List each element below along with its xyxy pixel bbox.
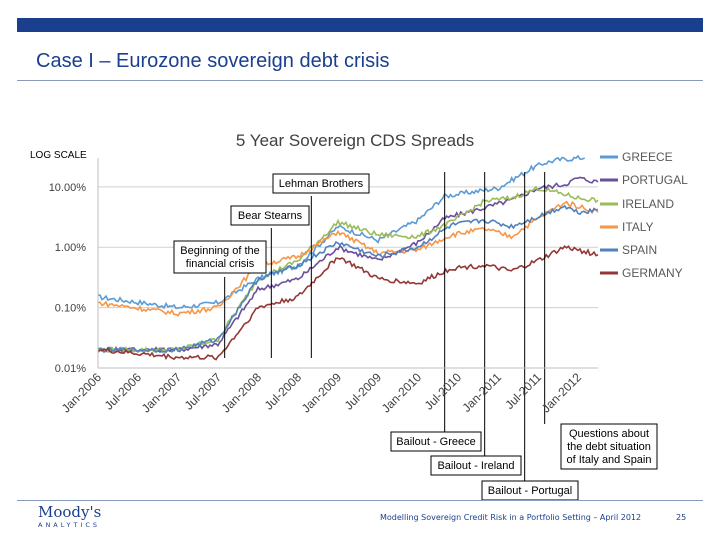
y-tick-label: 10.00% [49, 182, 87, 194]
annotation-label-4: Bailout - Ireland [437, 460, 514, 472]
legend-layer: GREECE PORTUGAL IRELAND ITALY SPAIN GERMANY [600, 150, 688, 280]
scale-note: LOG SCALE [30, 150, 87, 161]
logo-sub: ANALYTICS [38, 521, 101, 529]
y-tick-label: 1.00% [55, 242, 86, 254]
series-line-ireland [97, 185, 599, 354]
annotation-label-0: Lehman Brothers [279, 178, 364, 190]
x-tick-label: Jan-2007 [139, 370, 185, 416]
legend-label-spain: SPAIN [622, 243, 657, 257]
title-rule [17, 80, 703, 81]
x-tick-label: Jul-2006 [102, 370, 145, 413]
series-layer [97, 154, 599, 361]
x-tick-label: Jul-2009 [342, 370, 385, 413]
page-number: 25 [676, 513, 687, 522]
cds-chart: Lehman Brothers Bear Stearns Beginning of … [30, 131, 688, 500]
series-line-spain [97, 204, 599, 354]
x-tick-label: Jan-2008 [219, 370, 265, 416]
annotation-label-3: Bailout - Greece [396, 436, 475, 448]
y-tick-label: 0.01% [55, 363, 86, 375]
legend-label-italy: ITALY [622, 220, 654, 234]
x-tick-label: Jan-2011 [459, 370, 504, 415]
slide-title: Case I – Eurozone sovereign debt crisis [36, 50, 390, 72]
x-tick-label: Jul-2008 [262, 370, 305, 413]
series-line-italy [97, 200, 599, 317]
series-line-portugal [97, 176, 599, 354]
annotation-layer: Lehman Brothers Bear Stearns Beginning of … [173, 172, 658, 500]
series-line-greece [97, 154, 586, 310]
annotation-box-4 [430, 455, 522, 476]
annotation-label-5: Bailout - Portugal [488, 485, 572, 497]
grid-layer [98, 186, 598, 369]
annotation-box-1 [230, 205, 310, 226]
bottom-rule [17, 500, 703, 501]
top-bar [17, 18, 703, 32]
annotation-label-2: Beginning of the financial crisis [180, 245, 260, 270]
footer-text: Modelling Sovereign Credit Risk in a Por… [380, 513, 642, 522]
x-tick-label: Jan-2009 [299, 370, 345, 416]
y-tick-label: 0.10% [55, 303, 86, 315]
x-tick-label: Jan-2012 [539, 370, 585, 416]
logo-main: Moody's [38, 503, 102, 521]
legend-label-portugal: PORTUGAL [622, 173, 688, 187]
x-tick-label: Jan-2006 [59, 370, 105, 416]
legend-label-greece: GREECE [622, 150, 673, 164]
annotation-box-2 [173, 240, 267, 274]
x-tick-label: Jan-2010 [379, 370, 425, 416]
annotation-box-3 [390, 431, 482, 452]
annotation-box-6 [560, 423, 658, 470]
x-tick-label: Jul-2010 [422, 370, 465, 413]
chart-title: 5 Year Sovereign CDS Spreads [236, 131, 474, 150]
annotation-box-0 [272, 173, 370, 194]
annotation-label-6: Questions about the debt situation of Ital… [566, 428, 651, 466]
x-tick-label: Jul-2007 [182, 370, 225, 413]
annotation-label-1: Bear Stearns [238, 210, 303, 222]
moodys-logo: Moody's ANALYTICS [38, 503, 101, 529]
annotation-box-5 [481, 480, 579, 500]
legend-label-ireland: IRELAND [622, 197, 674, 211]
legend-label-germany: GERMANY [622, 266, 683, 280]
series-line-germany [97, 245, 599, 361]
